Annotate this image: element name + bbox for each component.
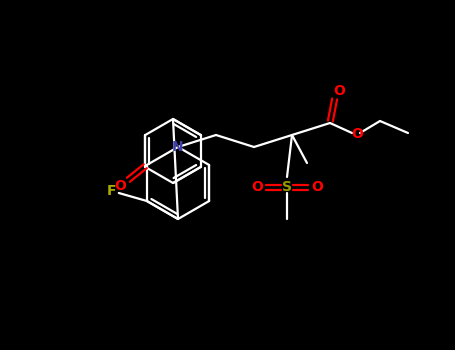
Text: O: O [333,84,345,98]
Text: O: O [311,180,323,194]
Text: F: F [107,184,116,198]
Text: O: O [351,127,363,141]
Text: N: N [172,140,184,154]
Text: O: O [114,179,126,193]
Text: O: O [251,180,263,194]
Text: S: S [282,180,292,194]
